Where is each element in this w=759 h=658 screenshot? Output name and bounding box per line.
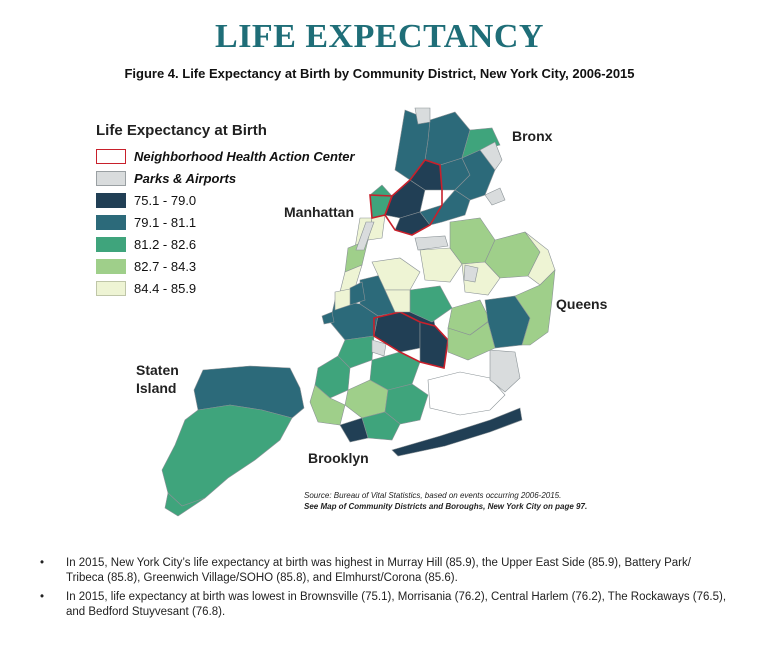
bullet-icon: • bbox=[40, 591, 45, 603]
mn-central-park bbox=[355, 221, 375, 251]
legend-item-class-4: 82.7 - 84.3 bbox=[96, 255, 355, 277]
bullet-text: In 2015, New York City’s life expectancy… bbox=[66, 557, 691, 584]
source-map-ref: See Map of Community Districts and Borou… bbox=[304, 502, 588, 511]
legend-title: Life Expectancy at Birth bbox=[96, 122, 267, 139]
bk-park bbox=[371, 339, 387, 357]
mn-district-les bbox=[349, 281, 366, 306]
legend-swatch bbox=[96, 236, 126, 252]
qn-district-11 bbox=[447, 321, 496, 361]
legend-item-class-2: 79.1 - 81.1 bbox=[96, 211, 355, 233]
map-legend: Life Expectancy at Birth Neighborhood He… bbox=[96, 122, 355, 299]
list-item: • In 2015, life expectancy at birth was … bbox=[40, 590, 730, 620]
flushing-park bbox=[463, 264, 479, 283]
qn-district-10 bbox=[514, 269, 556, 346]
bx-park-1 bbox=[414, 107, 431, 125]
legend-label: 82.7 - 84.3 bbox=[134, 258, 197, 274]
label-queens: Queens bbox=[556, 296, 608, 312]
legend-label: Parks & Airports bbox=[134, 170, 237, 186]
legend-label: 79.1 - 81.1 bbox=[134, 214, 197, 230]
legend-item-parks: Parks & Airports bbox=[96, 167, 355, 189]
label-manhattan: Manhattan bbox=[284, 204, 354, 220]
legend-swatch bbox=[96, 258, 126, 274]
page-title: LIFE EXPECTANCY bbox=[215, 18, 544, 55]
jfk-airport bbox=[489, 349, 521, 393]
jamaica-bay-parks bbox=[427, 371, 506, 416]
staten-island bbox=[161, 365, 305, 517]
legend-item-class-1: 75.1 - 79.0 bbox=[96, 189, 355, 211]
list-item: • In 2015, New York City’s life expectan… bbox=[40, 556, 730, 586]
legend-swatch bbox=[96, 192, 126, 208]
legend-item-class-5: 84.4 - 85.9 bbox=[96, 277, 355, 299]
source-line: Source: Bureau of Vital Statistics, base… bbox=[304, 491, 562, 500]
bk-district-13 bbox=[339, 417, 369, 443]
legend-label: Neighborhood Health Action Center bbox=[134, 148, 355, 164]
bx-park-3 bbox=[484, 187, 506, 206]
bronx bbox=[384, 107, 506, 236]
figure-caption: Figure 4. Life Expectancy at Birth by Co… bbox=[124, 66, 635, 81]
legend-item-action-center: Neighborhood Health Action Center bbox=[96, 145, 355, 167]
legend-swatch bbox=[96, 170, 126, 186]
legend-label: 75.1 - 79.0 bbox=[134, 192, 197, 208]
label-staten: Staten bbox=[136, 362, 179, 378]
legend-swatch bbox=[96, 148, 126, 164]
legend-item-class-3: 81.2 - 82.6 bbox=[96, 233, 355, 255]
harlem-outline bbox=[369, 194, 394, 219]
bullet-text: In 2015, life expectancy at birth was lo… bbox=[66, 591, 727, 618]
bk-district-5 bbox=[419, 321, 449, 369]
jamaica-bay bbox=[391, 349, 523, 457]
legend-label: 81.2 - 82.6 bbox=[134, 236, 197, 252]
label-brooklyn: Brooklyn bbox=[308, 450, 369, 466]
bx-district-4 bbox=[419, 189, 471, 226]
qn-district-12 bbox=[384, 289, 411, 313]
bullet-icon: • bbox=[40, 557, 45, 569]
rockaways bbox=[391, 407, 523, 457]
label-bronx: Bronx bbox=[512, 128, 553, 144]
si-district-mid bbox=[161, 404, 293, 507]
legend-swatch bbox=[96, 214, 126, 230]
label-island: Island bbox=[136, 380, 177, 396]
laguardia-airport bbox=[414, 235, 449, 251]
source-note: Source: Bureau of Vital Statistics, base… bbox=[304, 490, 587, 512]
bx-park-2 bbox=[479, 141, 503, 171]
bk-district-6 bbox=[337, 335, 375, 369]
brownsville-outline bbox=[373, 311, 449, 369]
bullet-list: • In 2015, New York City’s life expectan… bbox=[40, 556, 730, 624]
qn-district-2 bbox=[419, 247, 463, 283]
legend-swatch bbox=[96, 280, 126, 296]
morrisania-outline bbox=[384, 159, 443, 236]
qn-district-1 bbox=[371, 257, 421, 291]
queens bbox=[371, 217, 556, 361]
legend-label: 84.4 - 85.9 bbox=[134, 280, 197, 296]
roosevelt-island bbox=[321, 311, 335, 325]
si-district-south bbox=[164, 492, 206, 517]
